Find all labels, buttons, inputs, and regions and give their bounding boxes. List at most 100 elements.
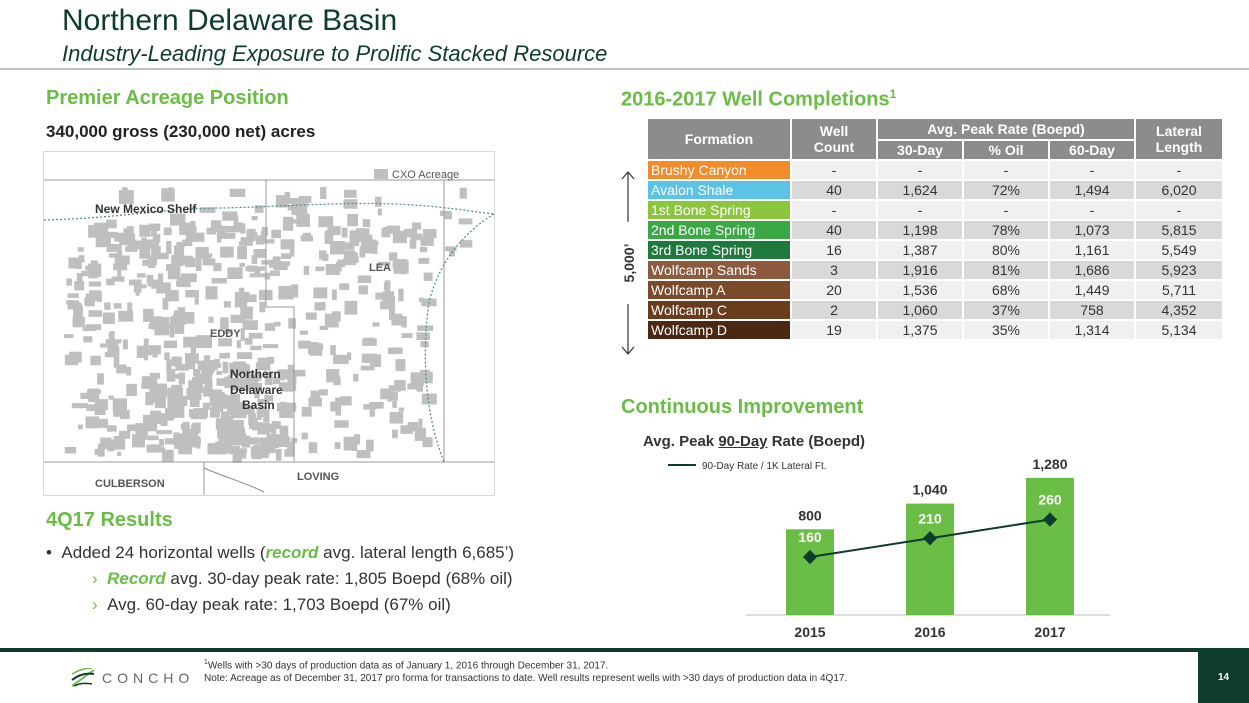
acreage-parcel <box>100 437 112 450</box>
acreage-parcel <box>401 333 413 338</box>
acreage-parcel <box>87 263 102 277</box>
cell-formation: 2nd Bone Spring <box>648 221 790 239</box>
acreage-parcel <box>270 424 277 434</box>
acreage-parcel <box>460 240 473 248</box>
acreage-parcel <box>264 395 274 402</box>
acreage-parcel <box>88 224 102 238</box>
acreage-parcel <box>392 400 397 408</box>
acreage-parcel <box>251 216 258 221</box>
acreage-parcel <box>264 371 273 385</box>
cell-lateral: 5,923 <box>1136 261 1222 279</box>
acreage-parcel <box>266 357 275 363</box>
acreage-parcel <box>254 268 261 274</box>
acreage-parcel <box>64 334 74 339</box>
acreage-parcel <box>168 187 173 199</box>
acreage-parcel <box>127 424 140 432</box>
acreage-parcel <box>289 244 295 257</box>
acreage-parcel <box>223 440 233 454</box>
acreage-parcel <box>216 370 223 375</box>
acreage-parcel <box>251 266 265 271</box>
chart-title-pre: Avg. Peak <box>643 433 719 450</box>
acreage-parcel <box>314 302 323 311</box>
acreage-parcel <box>127 233 136 247</box>
acreage-parcel <box>418 418 423 431</box>
acreage-parcel <box>100 343 108 348</box>
acreage-parcel <box>243 364 251 378</box>
rate-value-label: 210 <box>918 510 942 526</box>
acreage-parcel <box>363 337 375 345</box>
acreage-parcel <box>362 219 371 227</box>
acreage-parcel <box>165 289 179 302</box>
acreage-parcel <box>419 246 428 253</box>
acreage-parcel <box>262 344 278 349</box>
acreage-parcel <box>184 429 199 440</box>
cell-d60: 1,314 <box>1050 321 1134 339</box>
acreage-parcel <box>147 279 162 287</box>
acreage-parcel <box>239 287 245 294</box>
acreage-parcel <box>126 226 134 239</box>
acreage-parcel <box>88 281 102 287</box>
acreage-parcel <box>287 205 293 211</box>
acreage-parcel <box>224 329 233 334</box>
acreage-parcel <box>80 392 94 399</box>
acreage-parcel <box>244 338 253 345</box>
acreage-parcel <box>112 442 123 449</box>
acreage-parcel <box>349 235 360 247</box>
acreage-parcel <box>234 291 250 303</box>
acreage-parcel <box>284 449 294 457</box>
bar-value-label: 1,040 <box>912 482 947 498</box>
cell-d60: - <box>1050 201 1134 219</box>
acreage-parcel <box>128 279 136 286</box>
acreage-parcel <box>240 328 245 341</box>
acreage-parcel <box>382 296 396 309</box>
concho-logo-icon <box>71 668 95 687</box>
acreage-parcel <box>377 208 382 216</box>
acreage-parcel <box>193 369 201 377</box>
cell-lateral: 6,020 <box>1136 181 1222 199</box>
acreage-parcel <box>258 408 266 414</box>
acreage-parcel <box>273 262 288 271</box>
cell-d60: - <box>1050 161 1134 179</box>
acreage-parcel <box>445 246 457 252</box>
acreage-parcel <box>113 303 122 309</box>
acreage-parcel <box>141 383 155 388</box>
acreage-parcel <box>223 301 231 308</box>
acreage-parcel <box>190 221 196 227</box>
acreage-parcel <box>287 442 295 455</box>
acreage-parcel <box>414 427 426 441</box>
acreage-parcel <box>178 313 193 319</box>
acreage-parcel <box>333 376 341 386</box>
cell-count: 3 <box>792 261 876 279</box>
acreage-parcel <box>388 385 401 392</box>
acreage-parcel <box>279 425 289 440</box>
acreage-parcel <box>68 301 80 309</box>
cell-lateral: 5,815 <box>1136 221 1222 239</box>
acreage-parcel <box>214 410 220 418</box>
acreage-parcel <box>301 406 312 417</box>
acreage-parcel <box>239 241 253 246</box>
acreage-parcel <box>167 397 175 409</box>
acreage-parcel <box>210 220 222 233</box>
acreage-parcel <box>218 338 232 347</box>
acreage-parcel <box>383 227 389 234</box>
acreage-parcel <box>113 263 128 271</box>
cell-lateral: 4,352 <box>1136 301 1222 319</box>
table-row: Brushy Canyon - - - - - <box>648 161 1222 179</box>
acreage-parcel <box>177 386 182 398</box>
acreage-parcel <box>318 216 334 228</box>
acreage-parcel <box>166 240 172 254</box>
acreage-parcel <box>148 223 161 231</box>
acreage-parcel <box>359 246 366 258</box>
col-header-peak-group: Avg. Peak Rate (Boepd) <box>878 119 1134 139</box>
acreage-parcel <box>351 438 358 451</box>
acreage-parcel <box>176 241 186 247</box>
acreage-parcel <box>89 290 101 302</box>
acreage-parcel <box>335 402 341 416</box>
page-subtitle: Industry-Leading Exposure to Prolific St… <box>62 41 608 66</box>
bullet-1-post: avg. lateral length 6,685’) <box>318 543 515 562</box>
cell-oil: 72% <box>964 181 1048 199</box>
acreage-parcel <box>360 365 375 371</box>
cell-oil: 37% <box>964 301 1048 319</box>
acreage-parcel <box>219 353 227 359</box>
acreage-parcel <box>421 393 437 405</box>
